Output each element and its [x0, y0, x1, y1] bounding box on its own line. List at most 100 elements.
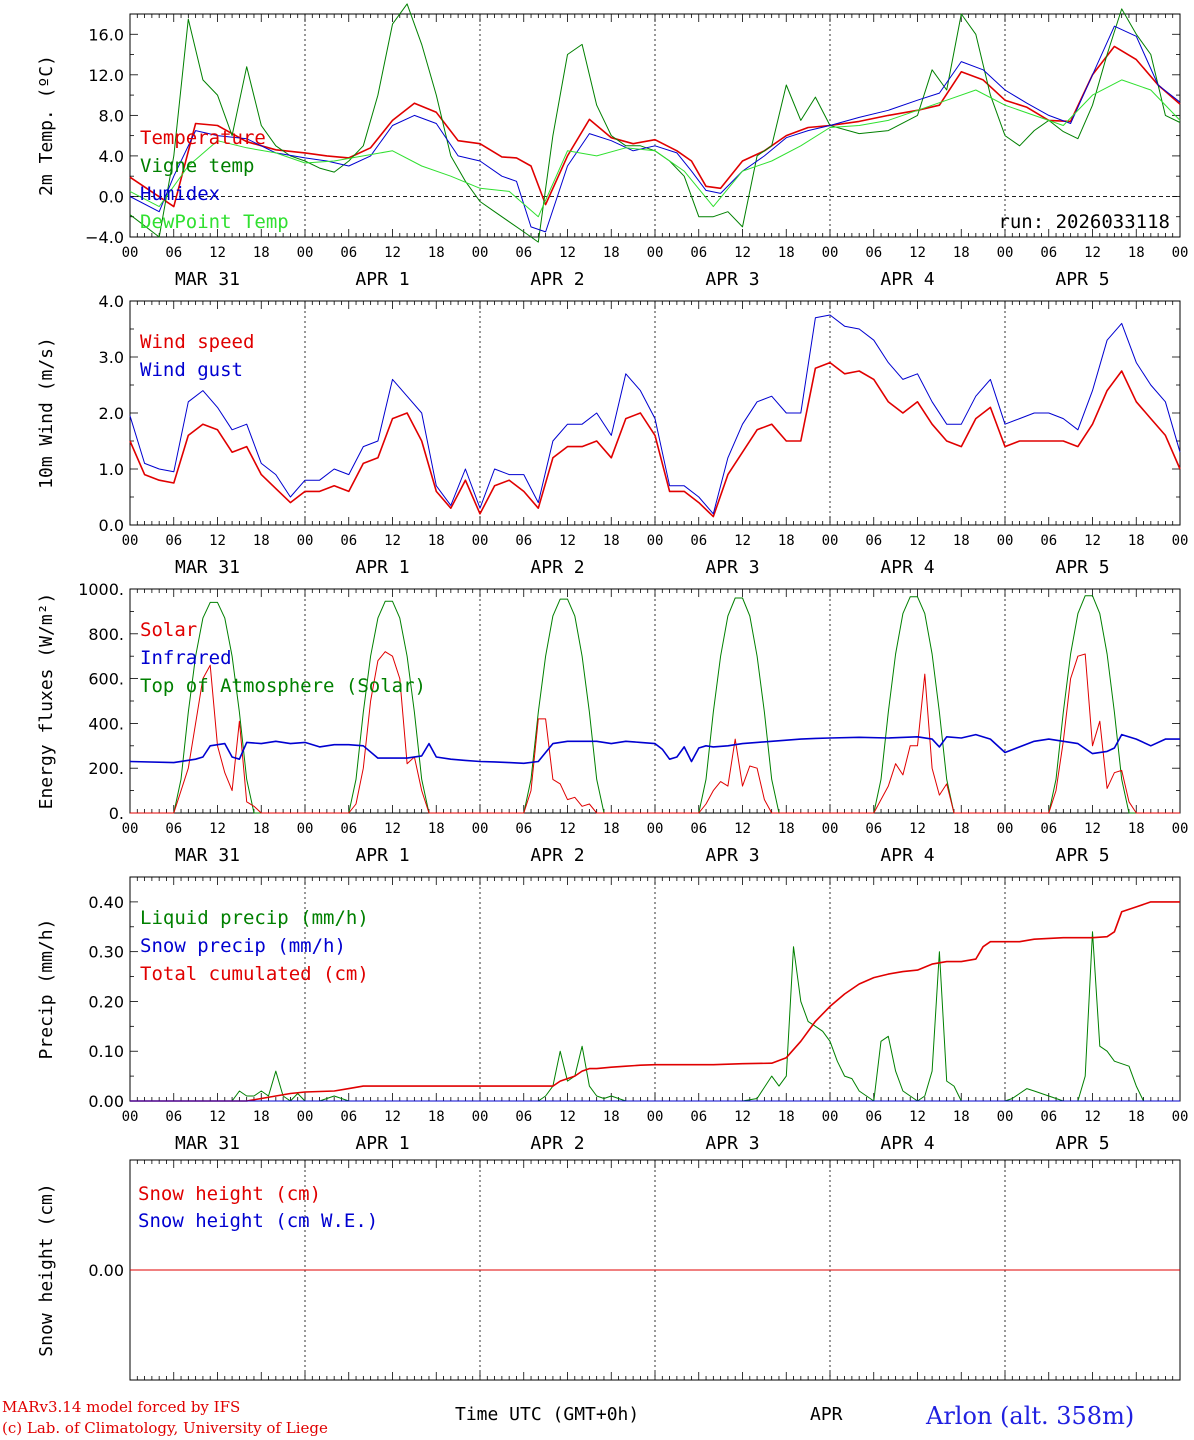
x-tick-label: 12: [209, 533, 226, 549]
footer-month: APR: [810, 1404, 843, 1425]
y-tick-label: 0.40: [88, 893, 124, 912]
legend-entry: Wind speed: [140, 331, 254, 353]
x-tick-label: 00: [472, 245, 489, 261]
x-tick-label: 18: [1128, 245, 1145, 261]
legend-entry: Liquid precip (mm/h): [140, 907, 369, 929]
x-tick-label: 12: [559, 1109, 576, 1125]
x-tick-label: 12: [909, 1109, 926, 1125]
x-tick-label: 18: [428, 821, 445, 837]
x-tick-label: 18: [253, 533, 270, 549]
footer-model: MARv3.14 model forced by IFS: [2, 1398, 241, 1416]
legend-entry: Vigne temp: [140, 155, 254, 177]
series-line-wind-gust: [129, 314, 1181, 515]
day-label: APR 1: [355, 269, 409, 290]
x-tick-label: 00: [122, 533, 139, 549]
legend-entry: Wind gust: [140, 359, 243, 381]
x-tick-label: 06: [515, 1109, 532, 1125]
x-tick-label: 00: [472, 821, 489, 837]
day-label: MAR 31: [175, 1133, 240, 1154]
x-tick-label: 12: [384, 245, 401, 261]
x-tick-label: 06: [340, 533, 357, 549]
x-tick-label: 12: [734, 821, 751, 837]
x-tick-label: 00: [647, 245, 664, 261]
x-tick-label: 18: [603, 821, 620, 837]
y-tick-label: 800.: [88, 625, 124, 644]
x-tick-label: 06: [1040, 533, 1057, 549]
x-tick-label: 06: [1040, 245, 1057, 261]
x-tick-label: 00: [297, 1109, 314, 1125]
day-label: APR 3: [705, 557, 759, 578]
y-tick-label: 1000.: [78, 580, 124, 599]
x-tick-label: 12: [909, 821, 926, 837]
day-label: APR 3: [705, 1133, 759, 1154]
x-tick-label: 18: [428, 1109, 445, 1125]
wind-panel: 00 06 12 18 00 06 12 18 00 06 12 18 00 06 12 18 00 06 12 18…: [36, 292, 1188, 578]
energy-panel: 00 06 12 18 00 06 12 18 00 06 12 18 00 06 12 18 00 06 12 18…: [36, 580, 1188, 866]
x-tick-label: 18: [778, 245, 795, 261]
x-tick-label: 18: [778, 1109, 795, 1125]
day-label: APR 4: [880, 845, 934, 866]
x-tick-label: 06: [865, 245, 882, 261]
x-tick-label: 06: [865, 821, 882, 837]
day-label: APR 4: [880, 269, 934, 290]
x-tick-label: 18: [953, 245, 970, 261]
x-tick-label: 12: [559, 533, 576, 549]
x-tick-label: 06: [865, 1109, 882, 1125]
x-tick-label: 06: [690, 245, 707, 261]
y-tick-label: 0.0: [99, 187, 124, 206]
y-tick-label: 0.30: [88, 943, 124, 962]
y-tick-label: 8.0: [99, 106, 124, 125]
x-tick-label: 12: [559, 821, 576, 837]
legend-entry: Snow height (cm): [138, 1183, 321, 1205]
x-tick-label: 00: [122, 1109, 139, 1125]
x-tick-label: 12: [559, 245, 576, 261]
series-line-temperature: [129, 45, 1181, 208]
x-tick-label: 12: [1084, 1109, 1101, 1125]
x-tick-label: 00: [647, 821, 664, 837]
legend-entry: Top of Atmosphere (Solar): [140, 675, 426, 697]
y-tick-label: 4.0: [99, 292, 124, 311]
day-label: APR 3: [705, 845, 759, 866]
x-tick-label: 00: [1172, 533, 1189, 549]
y-tick-label: 0.0: [99, 516, 124, 535]
y-tick-label: 12.0: [88, 66, 124, 85]
legend-entry: DewPoint Temp: [140, 211, 289, 233]
x-tick-label: 06: [165, 533, 182, 549]
y-tick-label: 0.00: [88, 1261, 124, 1280]
day-label: APR 2: [530, 557, 584, 578]
day-label: APR 2: [530, 845, 584, 866]
x-tick-label: 12: [1084, 245, 1101, 261]
x-tick-label: 18: [778, 821, 795, 837]
snow-panel: 0.00 Snow height (cm) Snow height (cm) Snow…: [36, 1159, 1181, 1381]
x-tick-label: 18: [428, 533, 445, 549]
wind-y-axis-label: 10m Wind (m/s): [36, 337, 57, 489]
x-tick-label: 18: [1128, 1109, 1145, 1125]
x-tick-label: 06: [165, 821, 182, 837]
day-label: APR 5: [1055, 269, 1109, 290]
series-line-wind-speed: [129, 361, 1181, 518]
legend-entry: Temperature: [140, 127, 266, 149]
y-tick-label: 2.0: [99, 404, 124, 423]
x-tick-label: 00: [647, 1109, 664, 1125]
series-line-infrared: [129, 733, 1180, 765]
x-tick-label: 06: [340, 245, 357, 261]
x-tick-label: 12: [209, 821, 226, 837]
x-tick-label: 00: [822, 533, 839, 549]
legend-entry: Solar: [140, 619, 197, 641]
x-tick-label: 12: [734, 1109, 751, 1125]
x-tick-label: 00: [647, 533, 664, 549]
x-tick-label: 00: [472, 533, 489, 549]
x-tick-label: 18: [953, 821, 970, 837]
y-tick-label: 0.: [109, 804, 124, 823]
x-tick-label: 00: [822, 1109, 839, 1125]
x-tick-label: 12: [209, 1109, 226, 1125]
day-label: APR 4: [880, 557, 934, 578]
x-tick-label: 12: [1084, 533, 1101, 549]
precip-y-axis-label: Precip (mm/h): [36, 919, 57, 1060]
x-tick-label: 18: [253, 1109, 270, 1125]
x-tick-label: 06: [690, 533, 707, 549]
x-tick-label: 18: [428, 245, 445, 261]
y-tick-label: 16.0: [88, 25, 124, 44]
x-tick-label: 06: [515, 533, 532, 549]
x-tick-label: 00: [822, 821, 839, 837]
